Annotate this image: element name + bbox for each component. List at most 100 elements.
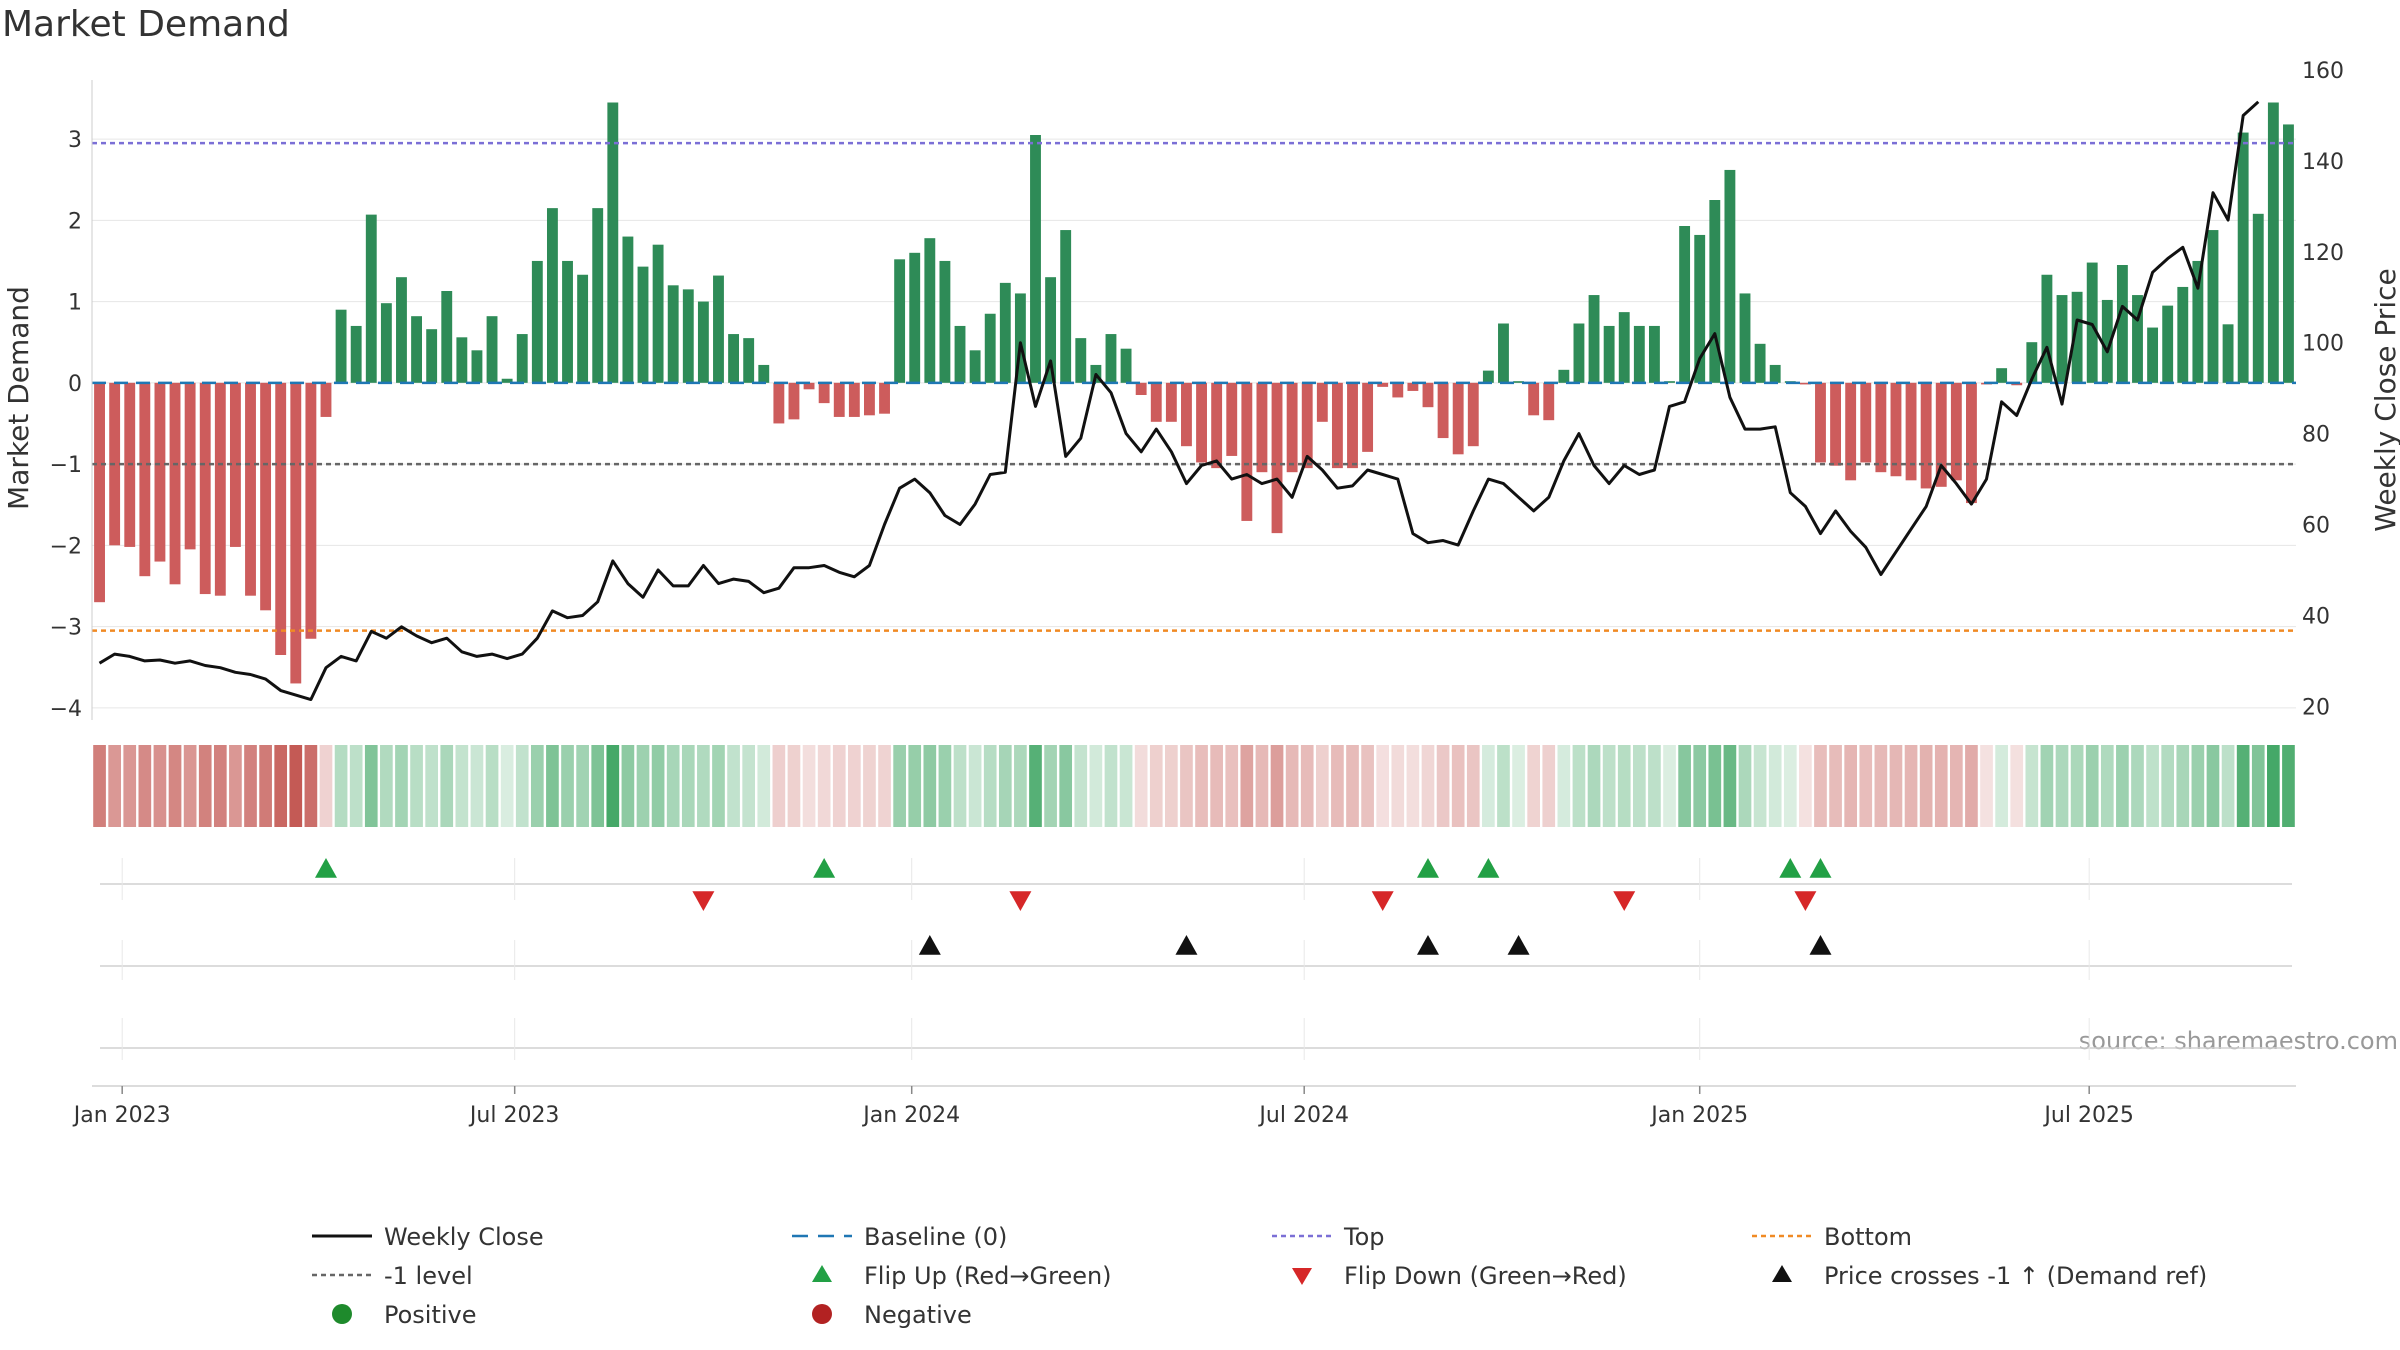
demand-bar [260, 382, 272, 611]
heat-cell [998, 745, 1012, 827]
heat-cell [802, 745, 816, 827]
heat-cell [455, 745, 469, 827]
demand-bar [486, 316, 498, 383]
demand-bar [1966, 382, 1977, 504]
heat-cell [2040, 745, 2054, 827]
demand-bar [1030, 135, 1041, 383]
heat-cell [1602, 745, 1616, 827]
heat-cell [2146, 745, 2159, 827]
heat-cell [1014, 745, 1027, 827]
demand-bar [788, 382, 800, 420]
demand-bar [1694, 234, 1706, 383]
flip-down-marker [1794, 891, 1817, 911]
heat-cell [1859, 745, 1873, 827]
demand-bar [2132, 295, 2143, 383]
heat-cell [1210, 745, 1223, 827]
heat-cell [1799, 745, 1812, 827]
heat-cell [1617, 745, 1631, 827]
legend-label: Top [1343, 1223, 1385, 1251]
heat-cell [259, 745, 272, 827]
heat-cell [183, 745, 197, 827]
demand-bar [818, 382, 830, 404]
demand-bar [214, 382, 226, 596]
demand-bar [1422, 382, 1434, 408]
flip-up-marker [1477, 858, 1500, 878]
heat-cell [666, 745, 680, 827]
heat-cell [1466, 745, 1480, 827]
heat-cell [2206, 745, 2220, 827]
heat-cell [863, 745, 876, 827]
cross-marker [918, 935, 941, 955]
heat-cell [108, 745, 121, 827]
heat-cell [93, 745, 106, 827]
heat-cell [1557, 745, 1571, 827]
y-tick-label: −1 [50, 453, 82, 478]
demand-bar [154, 382, 166, 562]
demand-bar [939, 260, 951, 383]
demand-bar [592, 208, 604, 383]
heat-cell [244, 745, 257, 827]
demand-bar [803, 382, 815, 390]
y2-tick-label: 160 [2302, 59, 2344, 84]
heat-cell [1074, 745, 1088, 827]
demand-bar [1241, 382, 1253, 521]
demand-bar [622, 236, 634, 383]
demand-bar [1588, 295, 1600, 383]
demand-bar [1648, 325, 1660, 383]
heat-cell [1300, 745, 1314, 827]
heat-cell [1225, 745, 1239, 827]
heat-cell [1134, 745, 1148, 827]
flip-up-marker [813, 858, 836, 878]
demand-bar [1467, 382, 1479, 447]
heat-cell [817, 745, 831, 827]
legend-label: Flip Up (Red→Green) [864, 1262, 1112, 1290]
heat-cell [1738, 745, 1752, 827]
demand-bar [275, 382, 287, 655]
demand-bar [1709, 200, 1721, 383]
heat-cell [2131, 745, 2144, 827]
heat-cell [893, 745, 906, 827]
demand-bar [1482, 370, 1494, 383]
demand-bar [2101, 299, 2113, 383]
x-tick-label: Jul 2024 [1257, 1103, 1349, 1128]
x-axis: Jan 2023 Jul 2023 Jan 2024 Jul 2024 Jan 2025… [72, 1085, 2296, 1128]
demand-bar [637, 266, 649, 383]
demand-bar [1226, 382, 1238, 456]
demand-bar [1165, 382, 1177, 422]
heat-cell [576, 745, 589, 827]
heat-cell [123, 745, 137, 827]
heat-cell [2010, 745, 2024, 827]
heat-cell [1089, 745, 1103, 827]
demand-bar [1754, 343, 1766, 383]
demand-bar [426, 329, 438, 383]
demand-bar [2222, 324, 2234, 383]
heat-cell [1632, 745, 1646, 827]
demand-bar [652, 244, 664, 383]
heat-cell [2161, 745, 2175, 827]
demand-bar [864, 382, 875, 416]
demand-bar [290, 382, 302, 684]
demand-bar [562, 260, 573, 383]
demand-bar [2041, 274, 2053, 383]
heat-cell [364, 745, 378, 827]
demand-bar [713, 275, 724, 383]
demand-bar [577, 274, 589, 383]
heat-cell [470, 745, 484, 827]
demand-bar [728, 334, 740, 383]
heat-cell [1451, 745, 1465, 827]
demand-bar [380, 303, 392, 383]
legend-swatch-positive [332, 1304, 352, 1324]
demand-bar [1905, 382, 1917, 481]
demand-bar [305, 382, 317, 639]
heat-cell [515, 745, 529, 827]
heat-cell [198, 745, 212, 827]
y-tick-label: 3 [68, 128, 82, 153]
flip-down-marker [692, 891, 715, 911]
demand-bar [335, 309, 347, 383]
demand-bar [1362, 382, 1374, 452]
heat-cell [319, 745, 333, 827]
heat-cell [1678, 745, 1691, 827]
heat-cell [1572, 745, 1586, 827]
heat-cell [334, 745, 348, 827]
heat-cell [1436, 745, 1450, 827]
